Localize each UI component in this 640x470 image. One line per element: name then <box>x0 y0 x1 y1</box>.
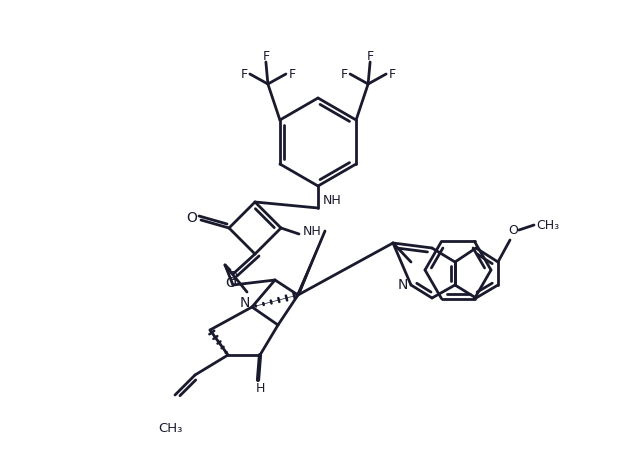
Text: F: F <box>289 68 296 80</box>
Text: NH: NH <box>323 194 341 206</box>
Text: F: F <box>340 68 348 80</box>
Text: CH₃: CH₃ <box>158 422 182 434</box>
Text: F: F <box>388 68 396 80</box>
Text: O: O <box>187 211 197 225</box>
Text: F: F <box>262 49 269 63</box>
Text: NH: NH <box>303 225 321 237</box>
Text: O: O <box>227 271 237 283</box>
Text: N: N <box>240 296 250 310</box>
Text: O: O <box>225 276 236 290</box>
Text: H: H <box>255 382 265 394</box>
Polygon shape <box>296 231 325 297</box>
Text: O: O <box>508 224 518 236</box>
Text: F: F <box>241 68 248 80</box>
Text: CH₃: CH₃ <box>536 219 559 232</box>
Text: F: F <box>367 49 374 63</box>
Text: N: N <box>398 278 408 292</box>
